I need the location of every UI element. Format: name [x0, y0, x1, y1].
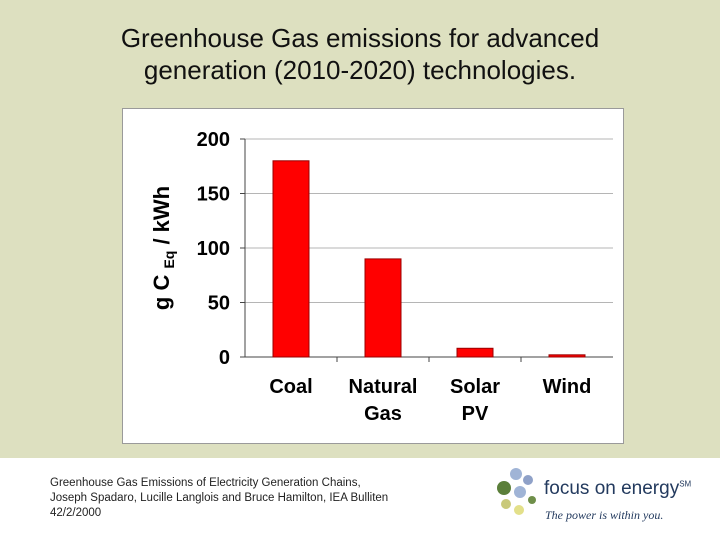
x-tick-label: Wind [543, 376, 592, 398]
citation: Greenhouse Gas Emissions of Electricity … [50, 476, 430, 521]
y-tick-label: 50 [208, 293, 230, 315]
slide-title: Greenhouse Gas emissions for advanced ge… [40, 22, 680, 86]
x-tick-label: PV [462, 403, 489, 425]
x-tick-label: Coal [269, 376, 312, 398]
bar-chart: 0 50 100 150 200 Coal Natural Gas Solar PV Wind g C… [149, 129, 613, 425]
title-line-1: Greenhouse Gas emissions for advanced [120, 23, 600, 53]
bar [364, 258, 402, 358]
y-axis-label: g C Eq / kWh [149, 186, 177, 310]
logo-name: focus on energy [544, 478, 680, 499]
logo-wordmark: focus on energySM [544, 478, 691, 500]
logo-trademark: SM [679, 479, 692, 489]
y-tick-label: 0 [219, 347, 230, 369]
citation-line-2: Joseph Spadaro, Lucille Langlois and Bru… [50, 492, 389, 504]
x-tick-label: Natural [349, 376, 418, 398]
citation-line-3: 42/2/2000 [50, 507, 102, 519]
citation-line-1: Greenhouse Gas Emissions of Electricity … [50, 477, 361, 489]
logo-tagline: The power is within you. [545, 508, 664, 522]
x-tick-label: Solar [450, 376, 500, 398]
y-tick-label: 100 [197, 238, 230, 260]
bar [456, 347, 494, 358]
bar [272, 160, 310, 358]
logo-dots-icon [497, 468, 536, 515]
y-tick-label: 150 [197, 184, 230, 206]
title-line-2: generation (2010-2020) technologies. [143, 55, 577, 85]
x-tick-label: Gas [364, 403, 402, 425]
bar [548, 354, 586, 358]
footer: Greenhouse Gas Emissions of Electricity … [0, 458, 720, 540]
chart-panel: 0 50 100 150 200 Coal Natural Gas Solar PV Wind g C… [122, 108, 624, 444]
y-tick-label: 200 [197, 129, 230, 151]
